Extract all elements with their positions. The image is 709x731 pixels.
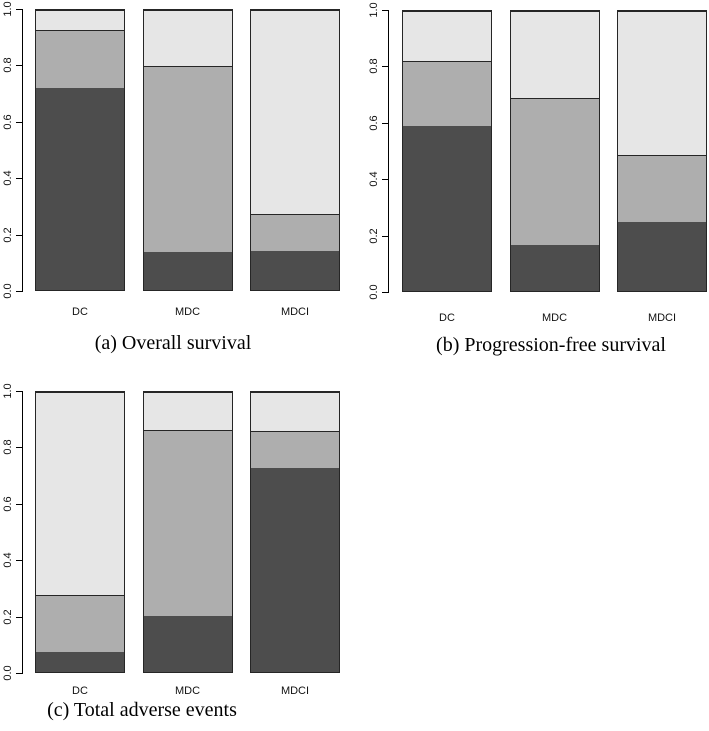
y-axis-tick — [382, 122, 388, 124]
y-axis-line — [22, 391, 23, 674]
segment-light — [251, 10, 339, 215]
y-axis-tick-label: 0.2 — [2, 608, 14, 625]
category-label-mdci: MDCI — [647, 312, 677, 324]
segment-medium — [251, 214, 339, 251]
segment-dark — [403, 125, 491, 291]
y-axis-tick — [16, 178, 22, 180]
chart-caption-b: (b) Progression-free survival — [436, 334, 666, 356]
segment-dark — [36, 88, 124, 290]
y-axis-line — [388, 10, 389, 293]
segment-light — [403, 11, 491, 62]
segment-light — [251, 392, 339, 432]
category-label-dc: DC — [439, 312, 455, 324]
y-axis-tick — [16, 291, 22, 292]
segment-dark — [251, 467, 339, 672]
y-axis-tick-label: 1.0 — [2, 383, 14, 399]
category-label-mdci: MDCI — [280, 685, 310, 697]
category-label-mdc: MDC — [174, 306, 201, 318]
stacked-bar-mdc — [509, 10, 600, 292]
stacked-bar-mdc — [142, 391, 233, 673]
y-axis-tick — [16, 391, 22, 392]
segment-medium — [403, 61, 491, 126]
segment-medium — [510, 97, 599, 245]
y-axis-tick-label: 0.8 — [2, 439, 14, 456]
segment-light — [36, 10, 124, 30]
segment-light — [36, 392, 124, 596]
y-axis-tick — [16, 9, 22, 10]
segment-light — [143, 392, 232, 430]
segment-medium — [36, 595, 124, 653]
segment-medium — [618, 155, 706, 223]
segment-dark — [143, 616, 232, 672]
y-axis-line — [22, 9, 23, 292]
stacked-bar-dc — [402, 10, 492, 292]
segment-light — [618, 11, 706, 156]
category-label-mdc: MDC — [541, 312, 568, 324]
segment-dark — [143, 252, 232, 290]
y-axis-tick — [382, 292, 388, 293]
segment-dark — [510, 244, 599, 291]
segment-medium — [143, 429, 232, 616]
segment-medium — [143, 66, 232, 253]
y-axis-tick — [382, 235, 388, 237]
y-axis-tick — [382, 66, 388, 68]
y-axis-tick-label: 0.4 — [2, 552, 14, 568]
segment-dark — [251, 250, 339, 290]
y-axis-tick — [16, 503, 22, 505]
chart-caption-a: (a) Overall survival — [94, 332, 252, 354]
stacked-bar-mdci — [250, 9, 340, 291]
segment-light — [510, 11, 599, 98]
category-label-mdci: MDCI — [280, 306, 310, 318]
category-label-dc: DC — [72, 306, 88, 318]
stacked-bar-mdci — [250, 391, 340, 673]
y-axis-tick — [16, 616, 22, 618]
stacked-bar-mdci — [617, 10, 707, 292]
segment-medium — [36, 29, 124, 89]
y-axis-tick — [16, 121, 22, 123]
segment-medium — [251, 431, 339, 468]
y-axis-tick — [382, 179, 388, 181]
y-axis-tick — [382, 10, 388, 11]
segment-dark — [618, 222, 706, 291]
category-label-mdc: MDC — [174, 685, 201, 697]
stacked-bar-dc — [35, 391, 125, 673]
y-axis-tick — [16, 673, 22, 674]
y-axis-tick-label: 0.0 — [2, 665, 14, 681]
y-axis-tick — [16, 234, 22, 236]
stacked-bar-dc — [35, 9, 125, 291]
segment-dark — [36, 652, 124, 672]
y-axis-tick — [16, 447, 22, 449]
y-axis-tick-label: 0.6 — [2, 496, 14, 512]
segment-light — [143, 10, 232, 67]
chart-caption-c: (c) Total adverse events — [47, 699, 237, 721]
y-axis-tick — [16, 65, 22, 67]
category-label-dc: DC — [72, 685, 88, 697]
y-axis-tick — [16, 560, 22, 562]
stacked-bar-mdc — [142, 9, 233, 291]
